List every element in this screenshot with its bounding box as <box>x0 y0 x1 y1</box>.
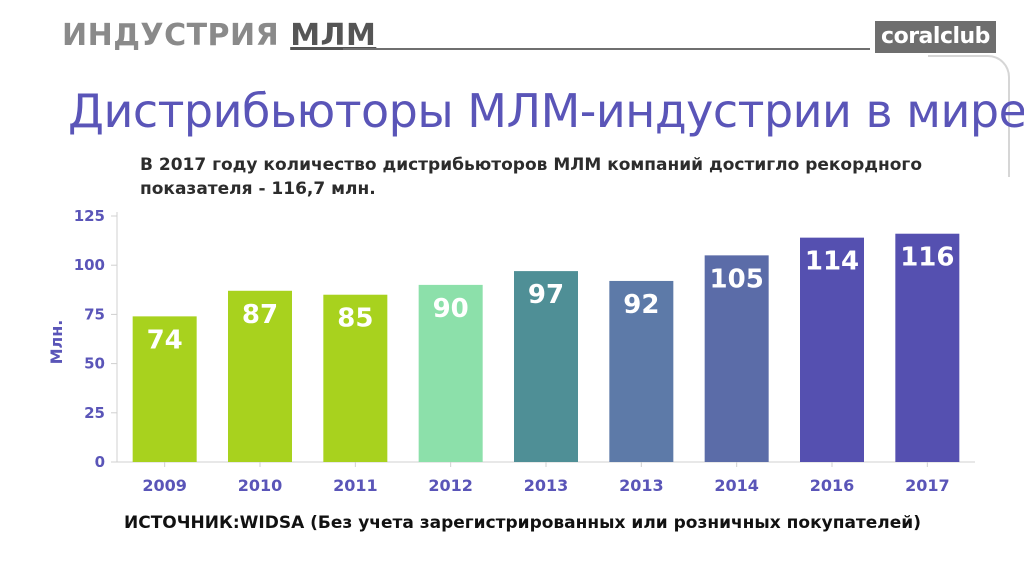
bar-value-label: 92 <box>623 290 659 320</box>
y-tick-label: 25 <box>84 404 105 422</box>
x-tick-label: 2013 <box>524 476 569 495</box>
source-note: ИСТОЧНИК:WIDSA (Без учета зарегистрирова… <box>124 513 921 533</box>
x-tick-label: 2009 <box>142 476 187 495</box>
y-tick-label: 0 <box>95 453 105 471</box>
x-tick-label: 2014 <box>714 476 759 495</box>
bar-value-label: 116 <box>900 243 954 273</box>
page-title: Дистрибьюторы МЛМ-индустрии в мире <box>68 84 1024 138</box>
bar-value-label: 114 <box>805 247 859 277</box>
y-tick-label: 75 <box>84 305 105 323</box>
x-tick-label: 2017 <box>905 476 950 495</box>
brand-logo: coralclub <box>875 21 996 53</box>
x-tick-label: 2016 <box>810 476 855 495</box>
bar <box>132 316 197 462</box>
header-underline <box>343 48 870 50</box>
bar <box>418 284 483 462</box>
header-accent: МЛМ <box>290 18 377 53</box>
header-title: ИНДУСТРИЯ МЛМ <box>62 18 376 53</box>
bar <box>514 271 578 462</box>
chart-subtitle: В 2017 году количество дистрибьюторов МЛ… <box>140 155 922 199</box>
bar-value-label: 85 <box>337 304 373 334</box>
x-tick-label: 2011 <box>333 476 378 495</box>
x-tick-label: 2010 <box>238 476 283 495</box>
header-prefix: ИНДУСТРИЯ <box>62 18 280 53</box>
y-tick-label: 50 <box>84 355 105 373</box>
bar-value-label: 105 <box>710 264 764 294</box>
y-tick-label: 100 <box>74 256 105 274</box>
bar-value-label: 90 <box>433 294 469 324</box>
x-tick-label: 2013 <box>619 476 664 495</box>
y-tick-label: 125 <box>74 207 105 225</box>
bar-value-label: 97 <box>528 280 564 310</box>
bar <box>704 255 769 462</box>
y-axis-label: Млн. <box>47 320 66 365</box>
bar-value-label: 74 <box>147 325 183 355</box>
bar <box>323 294 388 462</box>
bar <box>895 233 960 462</box>
bar <box>228 290 292 462</box>
bar-value-label: 87 <box>242 300 278 330</box>
x-tick-label: 2012 <box>428 476 473 495</box>
bar <box>609 280 674 462</box>
corner-decoration <box>928 55 1010 177</box>
bar <box>800 237 864 462</box>
